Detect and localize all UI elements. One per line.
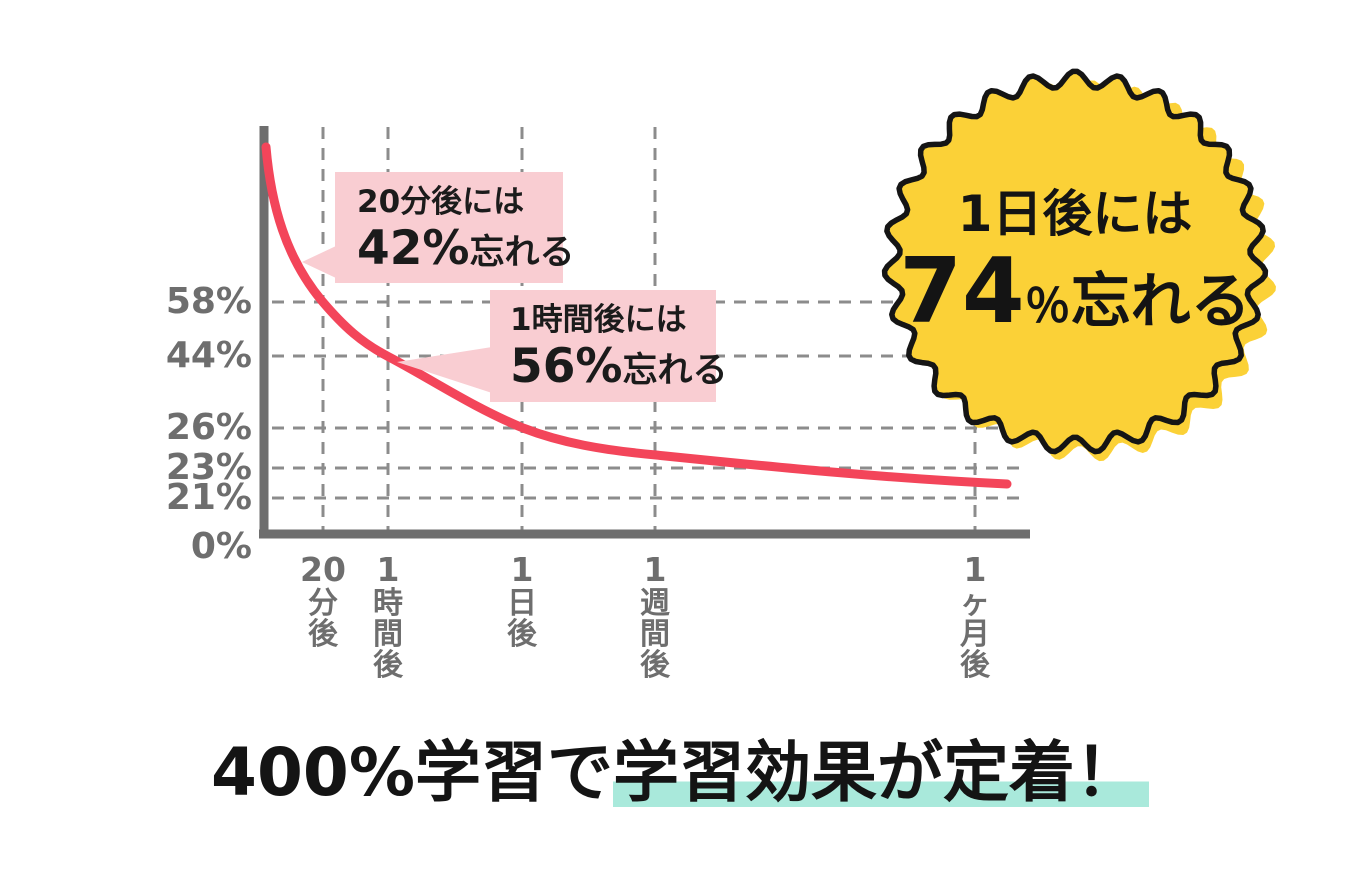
x-tick-1month-unit: ヶ月後 xyxy=(960,586,990,683)
callout-1hour-line2: 56%忘れる xyxy=(510,339,728,404)
x-tick-1day-unit: 日後 xyxy=(507,586,537,652)
callout-1hour-line1: 1時間後には xyxy=(510,302,687,338)
headline-highlighted: 学習効果が定着！ xyxy=(612,734,1149,811)
callout-1hour-suffix: 忘れる xyxy=(622,351,728,391)
callout-20min-line2: 42%忘れる xyxy=(357,221,575,286)
y-tick-44: 44% xyxy=(165,335,252,376)
callout-20min-line1: 20分後には xyxy=(357,184,525,220)
x-tick-1week-unit: 週間後 xyxy=(640,586,670,683)
badge-suffix: 忘れる xyxy=(1070,267,1251,337)
badge-value: 74 xyxy=(899,239,1025,344)
badge-line1: 1日後には xyxy=(957,185,1193,243)
y-tick-0: 0% xyxy=(190,526,252,567)
badge-seal xyxy=(881,68,1276,462)
x-tick-1hour-num: 1 xyxy=(376,550,400,589)
y-tick-21: 21% xyxy=(165,477,252,518)
callout-1hour-tail xyxy=(397,347,492,393)
callout-20min: 20分後には 42%忘れる xyxy=(335,172,575,286)
y-tick-58: 58% xyxy=(165,281,252,322)
badge-shape xyxy=(881,68,1269,455)
y-tick-23: 23% xyxy=(165,447,252,488)
x-tick-1month-num: 1 xyxy=(963,550,987,589)
headline: 400%学習で学習効果が定着！ xyxy=(0,726,1360,820)
badge-line2: 74％忘れる xyxy=(875,244,1275,365)
x-tick-1week-num: 1 xyxy=(643,550,667,589)
x-tick-1hour-unit: 時間後 xyxy=(373,586,403,683)
x-tick-1day-num: 1 xyxy=(510,550,534,589)
callout-1hour-value: 56% xyxy=(510,339,623,394)
y-tick-26: 26% xyxy=(165,407,252,448)
headline-plain: 400%学習で xyxy=(211,734,613,811)
x-tick-20min-unit: 分後 xyxy=(308,586,338,652)
callout-20min-suffix: 忘れる xyxy=(469,233,575,273)
badge-percent: ％ xyxy=(1024,279,1071,333)
callout-1hour: 1時間後には 56%忘れる xyxy=(490,290,728,404)
callout-20min-tail xyxy=(302,246,336,278)
x-tick-20min-num: 20 xyxy=(300,550,346,589)
callout-20min-value: 42% xyxy=(357,221,470,276)
forgetting-curve-line xyxy=(261,142,1012,489)
